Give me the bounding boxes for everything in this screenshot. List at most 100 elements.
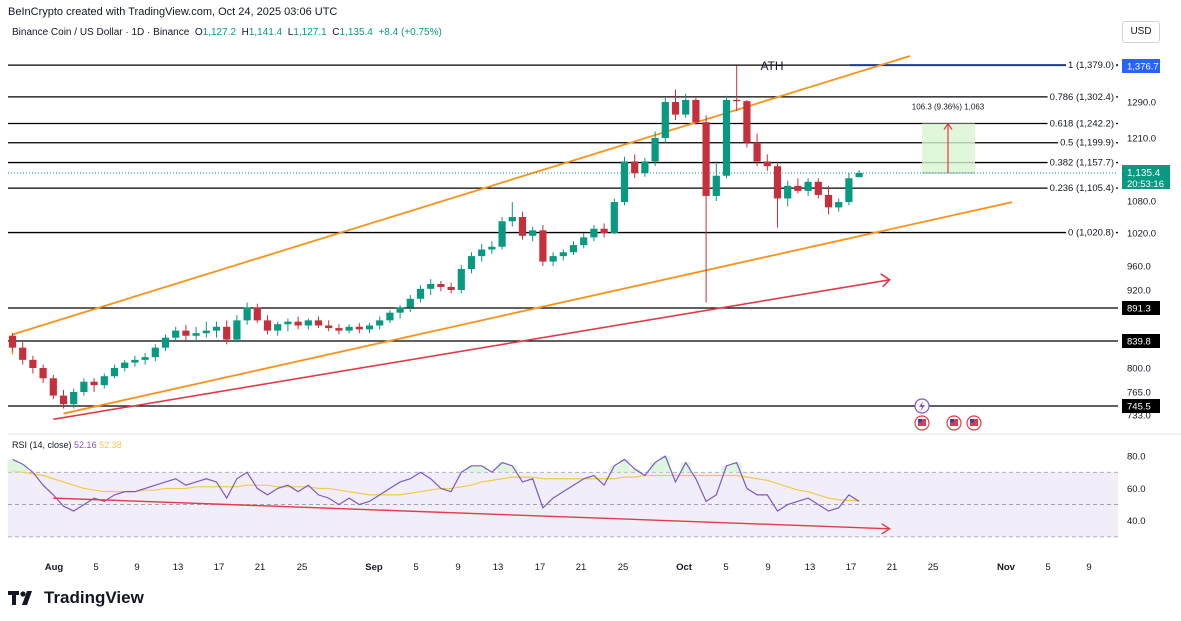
candle-body — [406, 298, 414, 308]
rsi-overbought-fill — [497, 462, 508, 473]
candle-body — [814, 181, 822, 195]
candle-body — [569, 245, 578, 253]
candle-body — [386, 312, 394, 321]
price-tag-label: 1,376.7 — [1127, 62, 1159, 73]
price-tag-label: 891.3 — [1127, 304, 1151, 315]
rsi-title[interactable]: RSI (14, close) — [12, 440, 72, 450]
candle-body — [345, 326, 353, 331]
candle-body — [223, 326, 231, 340]
price-tag-label: 839.8 — [1127, 337, 1151, 348]
candle-body — [682, 99, 690, 115]
candle-body — [733, 99, 741, 102]
price-axis-tick: 1210.0 — [1127, 134, 1156, 145]
rsi-overbought-fill — [660, 456, 671, 473]
rsi-value: 52.16 — [74, 440, 97, 450]
candle-body — [284, 321, 292, 325]
tradingview-footer[interactable]: TradingView — [8, 588, 144, 608]
price-axis-tick: 1080.0 — [1127, 197, 1156, 208]
candle-body — [763, 161, 771, 167]
time-axis-tick: Nov — [997, 562, 1016, 573]
candle-body — [692, 99, 700, 123]
rsi-axis-tick: 40.0 — [1127, 516, 1146, 527]
candle-body — [620, 161, 629, 203]
candle-body — [794, 185, 802, 191]
candle-body — [743, 101, 751, 143]
candle-body — [661, 102, 669, 138]
candle-body — [8, 335, 17, 348]
candle-body — [467, 256, 476, 269]
candle-body — [702, 122, 710, 196]
target-arrow-head-icon — [943, 122, 953, 130]
trendline-arrow-icon — [880, 273, 891, 288]
candle-body — [90, 381, 98, 386]
fib-label: 1 (1,379.0) — [1068, 60, 1114, 71]
time-axis-tick: 13 — [805, 562, 816, 573]
channel-upper-line — [12, 55, 911, 336]
candle-body — [529, 230, 537, 236]
footer-brand: TradingView — [44, 588, 144, 607]
rsi-overbought-fill — [507, 465, 518, 473]
time-axis-tick: 13 — [173, 562, 184, 573]
current-price-tag — [1122, 165, 1170, 189]
candle-body — [835, 202, 843, 208]
time-axis-tick: 9 — [455, 562, 460, 573]
fib-label-bg — [1047, 117, 1116, 131]
rsi-overbought-fill — [476, 465, 487, 473]
flag-canton-icon — [970, 419, 974, 423]
chart-credit: BeInCrypto created with TradingView.com,… — [8, 6, 338, 18]
candle-body — [314, 320, 323, 326]
time-axis-tick: 17 — [214, 562, 225, 573]
candle-body — [233, 320, 241, 340]
rsi-ma-line — [12, 470, 860, 502]
candle-body — [549, 256, 557, 262]
flag-canton-icon — [918, 419, 922, 423]
candle-body — [355, 326, 363, 330]
candle-body — [518, 217, 527, 236]
currency-button[interactable]: USD — [1122, 21, 1160, 43]
candle-body — [610, 202, 618, 233]
candle-body — [651, 138, 659, 162]
price-tag — [1122, 59, 1160, 73]
symbol-title[interactable]: Binance Coin / US Dollar · 1D · Binance — [12, 27, 190, 38]
candle-body — [722, 99, 731, 176]
candle-body — [100, 376, 108, 386]
candle-body — [376, 320, 384, 326]
flag-canton-icon — [950, 419, 954, 423]
price-axis-tick: 800.0 — [1127, 364, 1151, 375]
candle-body — [824, 194, 833, 208]
candle-body — [845, 178, 853, 203]
candle-body — [121, 362, 129, 368]
candle-body — [253, 307, 261, 321]
candle-body — [580, 237, 588, 246]
fib-label: 0.618 (1,242.2) — [1050, 119, 1114, 130]
time-axis-tick: Sep — [365, 562, 383, 573]
current-price-value: 1,135.4 — [1127, 168, 1161, 179]
fib-label: 0.382 (1,157.7) — [1050, 158, 1114, 169]
candle-body — [498, 221, 506, 247]
candle-body — [488, 246, 496, 250]
rsi-overbought-fill — [721, 465, 732, 473]
fib-label: 0.5 (1,199.9) — [1060, 138, 1114, 149]
rsi-overbought-fill — [17, 464, 28, 473]
candle-body — [559, 252, 567, 257]
candle-body — [600, 228, 608, 233]
time-axis-tick: Aug — [45, 562, 64, 573]
candle-body — [671, 102, 680, 115]
fib-label-bg — [1066, 59, 1116, 73]
candle-body — [437, 284, 445, 287]
candle-body — [416, 288, 425, 299]
candle-body — [274, 324, 282, 331]
rsi-axis-tick: 60.0 — [1127, 484, 1146, 495]
candle-body — [365, 325, 374, 330]
candle-body — [641, 161, 649, 174]
price-axis-tick: 920.0 — [1127, 286, 1151, 297]
symbol-legend: Binance Coin / US Dollar · 1D · Binance … — [12, 27, 442, 38]
fib-label-bg — [1058, 136, 1116, 150]
candle-body — [80, 381, 88, 392]
candle-body — [172, 330, 180, 338]
candle-body — [192, 333, 200, 336]
candle-body — [243, 307, 251, 321]
candle-body — [49, 378, 57, 396]
fib-label-bg — [1066, 226, 1116, 240]
